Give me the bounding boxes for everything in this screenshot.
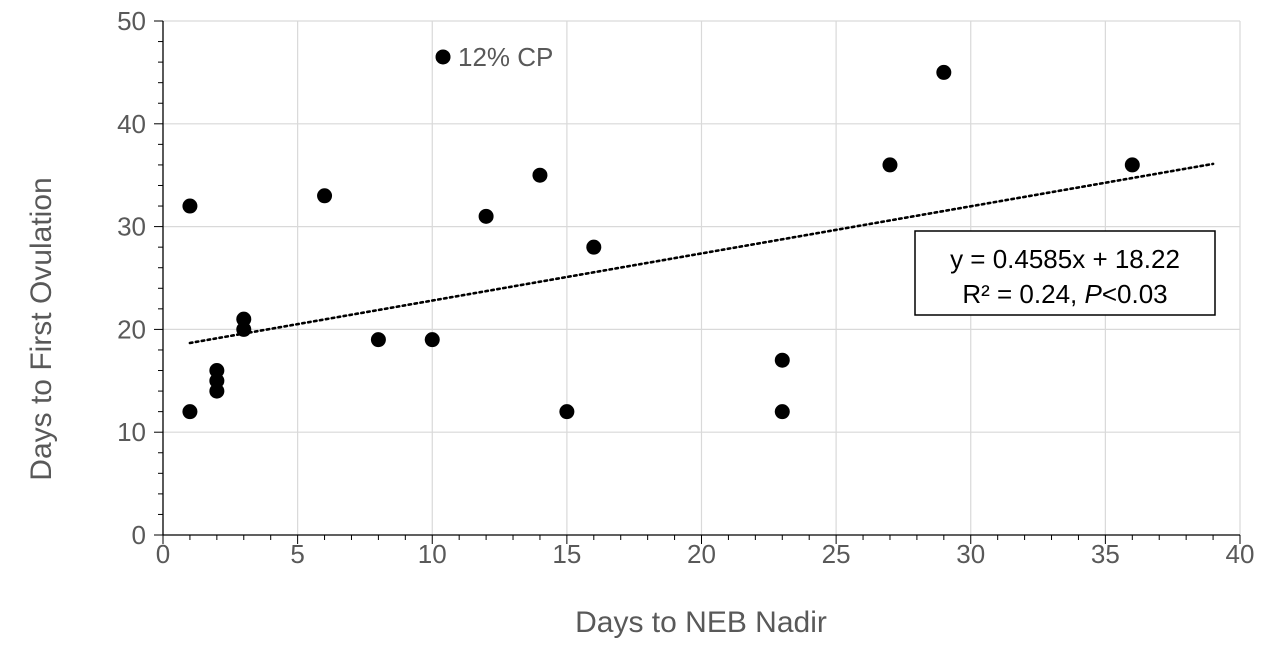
y-tick-label: 50 [117,6,146,36]
data-point [209,363,225,379]
data-point [882,157,898,173]
y-tick-label: 0 [132,520,146,550]
data-point [209,383,225,399]
x-tick-label: 35 [1091,539,1120,569]
x-tick-label: 10 [418,539,447,569]
equation-box: y = 0.4585x + 18.22 R² = 0.24, P<0.03 [914,230,1216,316]
data-points [182,49,1140,420]
data-point [317,188,333,204]
x-tick-label: 5 [290,539,304,569]
data-point [774,404,790,420]
x-tick-label: 20 [687,539,716,569]
trendline [188,162,1215,345]
data-point [532,167,548,183]
trendline-group [188,162,1215,345]
axes [154,20,1241,544]
data-point [236,311,252,327]
r-squared-value: R² = 0.24, [962,279,1084,309]
data-point [182,404,198,420]
equation-line: y = 0.4585x + 18.22 [950,244,1180,274]
data-point [435,49,451,65]
equation-box-border [914,230,1216,316]
y-tick-label: 40 [117,109,146,139]
y-tick-label: 10 [117,417,146,447]
p-symbol: P [1084,279,1102,309]
data-point [586,239,602,255]
data-point [424,332,440,348]
x-tick-label: 40 [1226,539,1255,569]
tick-labels: 0 5 10 15 20 25 30 35 40 0 10 20 30 40 50 [117,6,1254,569]
data-point [478,208,494,224]
x-axis-title: Days to NEB Nadir [575,606,827,639]
data-point [559,404,575,420]
data-point [209,373,225,389]
y-axis-title: Days to First Ovulation [25,177,58,480]
data-point [936,64,952,80]
y-tick-label: 30 [117,212,146,242]
x-tick-label: 25 [822,539,851,569]
p-value: <0.03 [1102,279,1168,309]
y-tick-label: 20 [117,314,146,344]
data-point [370,332,386,348]
x-tick-label: 0 [156,539,170,569]
data-point [236,321,252,337]
annotation-12cp: 12% CP [458,42,553,72]
x-tick-label: 15 [552,539,581,569]
r-squared-line: R² = 0.24, P<0.03 [962,279,1167,309]
x-tick-label: 30 [956,539,985,569]
data-point [1124,157,1140,173]
data-point [182,198,198,214]
data-point [774,352,790,368]
